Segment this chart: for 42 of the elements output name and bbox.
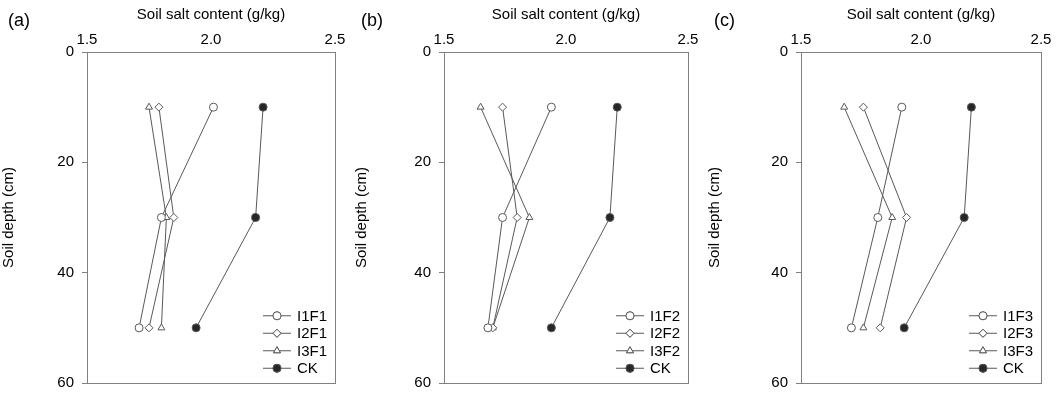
y-tick-label: 40 — [771, 262, 788, 280]
y-axis-title: Soil depth (cm) — [352, 167, 370, 268]
legend-label: I3F1 — [296, 341, 327, 359]
text: (c) — [714, 10, 735, 30]
x-tick-label: 2.0 — [200, 30, 222, 48]
x-axis-title: Soil salt content (g/kg) — [846, 5, 996, 23]
legend-label: CK — [649, 359, 671, 377]
y-tick-label: 60 — [771, 373, 788, 391]
y-axis-title: Soil depth (cm) — [705, 167, 723, 268]
legend-label: I1F1 — [296, 306, 327, 324]
text: (a) — [8, 10, 30, 30]
x-axis-title: Soil salt content (g/kg) — [136, 5, 286, 23]
y-axis-title: Soil depth (cm) — [0, 167, 17, 268]
y-tick-label: 20 — [414, 152, 431, 170]
x-tick-label: 2.5 — [1030, 30, 1052, 48]
legend-label: CK — [1002, 359, 1024, 377]
legend-label: I2F2 — [649, 324, 680, 342]
y-tick-label: 0 — [65, 42, 74, 60]
x-tick-label: 2.5 — [677, 30, 699, 48]
legend-label: I2F3 — [1002, 324, 1033, 342]
x-tick-label: 2.0 — [910, 30, 932, 48]
x-tick-label: 2.0 — [555, 30, 577, 48]
y-tick-label: 0 — [422, 42, 431, 60]
x-tick-label: 1.5 — [433, 30, 455, 48]
legend-label: I1F3 — [1002, 306, 1033, 324]
x-tick-label: 1.5 — [790, 30, 812, 48]
y-tick-label: 40 — [414, 262, 431, 280]
legend-label: I3F3 — [1002, 341, 1033, 359]
y-tick-label: 20 — [771, 152, 788, 170]
x-tick-label: 1.5 — [76, 30, 98, 48]
y-tick-label: 20 — [57, 152, 74, 170]
text: (b) — [361, 10, 383, 30]
y-tick-label: 60 — [414, 373, 431, 391]
x-axis-title: Soil salt content (g/kg) — [491, 5, 641, 23]
y-tick-label: 40 — [57, 262, 74, 280]
legend-label: CK — [296, 359, 318, 377]
y-tick-label: 60 — [57, 373, 74, 391]
legend-label: I1F2 — [649, 306, 680, 324]
legend-label: I3F2 — [649, 341, 680, 359]
y-tick-label: 0 — [779, 42, 788, 60]
legend-label: I2F1 — [296, 324, 327, 342]
x-tick-label: 2.5 — [324, 30, 346, 48]
